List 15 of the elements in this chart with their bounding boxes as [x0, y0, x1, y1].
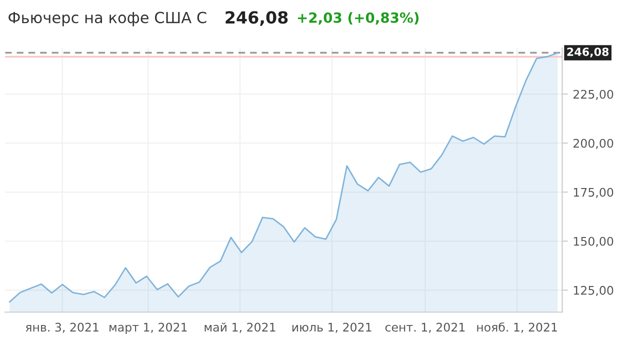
y-tick-label: 175,00: [574, 188, 614, 198]
x-tick-label: июль 1, 2021: [292, 322, 372, 333]
y-tick-label: 125,00: [574, 286, 614, 296]
y-tick-label: 150,00: [574, 236, 614, 248]
x-tick-label: май 1, 2021: [204, 322, 276, 333]
ref-line-label: 246,08: [567, 48, 609, 58]
chart-title: Фьючерс на кофе США С: [8, 12, 206, 26]
x-tick-label: янв. 3, 2021: [26, 322, 98, 333]
text: 246,08: [226, 11, 288, 26]
y-tick-label: 225,00: [574, 90, 614, 100]
y-tick-label: 200,00: [574, 138, 614, 149]
x-tick-label: нояб. 1, 2021: [477, 322, 557, 333]
x-tick-label: сент. 1, 2021: [385, 322, 465, 333]
text: +2,03 (+0,83%): [298, 12, 419, 25]
x-tick-label: март 1, 2021: [110, 322, 187, 334]
